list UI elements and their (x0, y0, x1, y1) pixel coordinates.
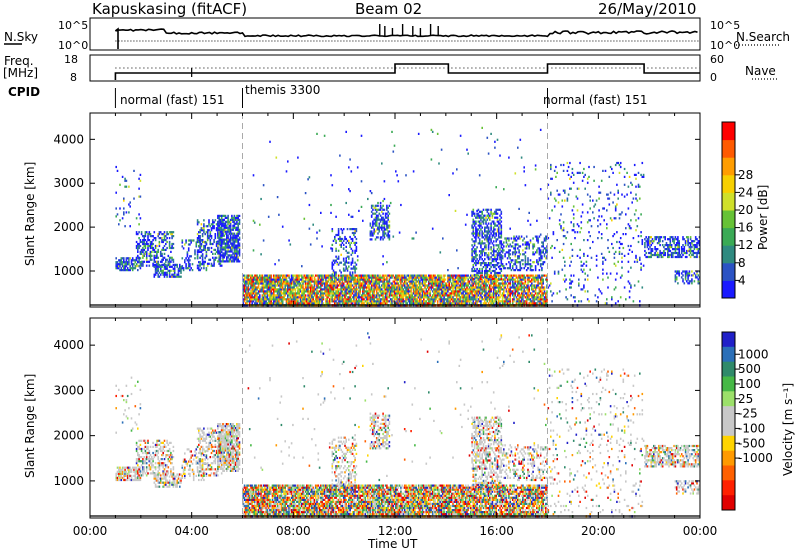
power-colorbar-swatch (722, 280, 735, 299)
power-colorbar-swatch (722, 157, 735, 176)
power-colorbar-tick-label: 4 (738, 273, 746, 287)
velocity-colorbar-swatch (722, 421, 735, 437)
power-colorbar-tick-label: 28 (738, 168, 753, 182)
y-tick-label: 2000 (53, 220, 84, 234)
x-tick-label: 00:00 (683, 524, 718, 538)
freq-right-tick-bottom: 0 (710, 71, 717, 84)
power-colorbar-swatch (722, 174, 735, 193)
x-axis-label: Time UT (368, 537, 418, 551)
cpid-segment-3: normal (fast) 151 (543, 93, 648, 107)
nave-label: Nave (745, 64, 776, 78)
cpid-segment-2: themis 3300 (245, 83, 321, 97)
x-tick-label: 04:00 (174, 524, 209, 538)
freq-trace (114, 63, 700, 80)
station-title: Kapuskasing (fitACF) (92, 0, 248, 18)
cpid-segment-1: normal (fast) 151 (120, 93, 225, 107)
power-colorbar-swatch (722, 139, 735, 158)
velocity-colorbar-tick-label: -100 (738, 421, 765, 435)
power-cells (115, 126, 701, 307)
power-colorbar-swatch (722, 192, 735, 211)
velocity-colorbar-tick-label: -1000 (738, 451, 773, 465)
velocity-colorbar-swatch (722, 480, 735, 496)
velocity-colorbar-tick-label: -500 (738, 436, 765, 450)
nsky-label: N.Sky (4, 30, 39, 44)
velocity-colorbar-tick-label: 500 (738, 362, 761, 376)
noise-panel-frame (89, 17, 701, 51)
x-tick-label: 20:00 (581, 524, 616, 538)
freq-right-tick-top: 60 (710, 53, 724, 66)
velocity-colorbar-swatch (722, 450, 735, 466)
velocity-colorbar-swatch (722, 435, 735, 452)
velocity-colorbar-swatch (722, 361, 735, 377)
y-tick-label: 4000 (53, 132, 84, 146)
cpid-label: CPID (8, 85, 41, 99)
nsky-trace (114, 27, 698, 49)
noise-right-tick-top: 10^5 (710, 19, 741, 32)
noise-left-tick-bottom: 10^0 (58, 39, 89, 52)
velocity-colorbar-tick-label: 100 (738, 377, 761, 391)
velocity-colorbar-swatch (722, 376, 735, 392)
y-tick-label: 4000 (53, 338, 84, 352)
power-colorbar-tick-label: 12 (738, 238, 753, 252)
velocity-colorbar-swatch (722, 495, 735, 511)
power-colorbar-swatch (722, 122, 735, 141)
noise-right-tick-bottom: 10^0 (710, 39, 741, 52)
nsearch-label: N.Search (736, 30, 791, 44)
velocity-colorbar-swatch (722, 465, 735, 481)
velocity-colorbar-tick-label: -25 (738, 407, 758, 421)
freq-left-tick-bottom: 8 (70, 71, 77, 84)
noise-left-tick-top: 10^5 (58, 19, 89, 32)
y-tick-label: 1000 (53, 474, 84, 488)
power-colorbar-tick-label: 16 (738, 221, 753, 235)
power-colorbar-tick-label: 8 (738, 256, 746, 270)
freq-left-tick-top: 18 (64, 53, 78, 66)
velocity-colorbar-frame (721, 331, 736, 511)
y-tick-label: 3000 (53, 383, 84, 397)
velocity-colorbar-swatch (722, 332, 735, 348)
power-colorbar-swatch (722, 210, 735, 229)
velocity-colorbar-tick-label: 25 (738, 392, 753, 406)
power-colorbar-tick-label: 20 (738, 203, 753, 217)
x-tick-label: 00:00 (73, 524, 108, 538)
y-tick-label: 2000 (53, 429, 84, 443)
x-tick-label: 12:00 (378, 524, 413, 538)
velocity-colorbar-tick-label: 1000 (738, 347, 769, 361)
freq-label: Freq. (4, 54, 34, 68)
date-label: 26/May/2010 (598, 0, 697, 18)
power-colorbar-swatch (722, 227, 735, 246)
power-colorbar-tick-label: 24 (738, 185, 753, 199)
power-colorbar-swatch (722, 245, 735, 264)
velocity-cells (115, 332, 701, 518)
x-tick-label: 16:00 (479, 524, 514, 538)
power-colorbar-swatch (722, 262, 735, 281)
y-tick-label: 1000 (53, 264, 84, 278)
y-tick-label: 3000 (53, 176, 84, 190)
velocity-colorbar-swatch (722, 346, 735, 363)
beam-label: Beam 02 (355, 0, 423, 18)
freq-unit-label: [MHz] (3, 66, 39, 80)
velocity-colorbar-swatch (722, 391, 735, 407)
x-tick-label: 08:00 (276, 524, 311, 538)
velocity-colorbar-swatch (722, 406, 735, 422)
